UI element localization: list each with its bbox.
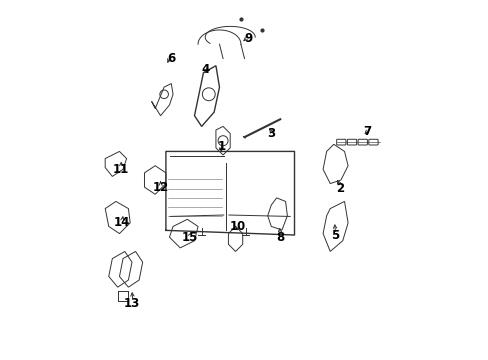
Text: 14: 14 — [114, 216, 130, 229]
Text: 6: 6 — [167, 52, 175, 65]
Text: 5: 5 — [331, 229, 339, 242]
Text: 12: 12 — [152, 181, 168, 194]
Text: 13: 13 — [123, 297, 140, 310]
Text: 1: 1 — [217, 140, 225, 153]
Text: 9: 9 — [244, 32, 252, 45]
Text: 10: 10 — [229, 220, 245, 233]
Text: 3: 3 — [266, 127, 275, 140]
Text: 2: 2 — [335, 183, 344, 195]
Text: 15: 15 — [182, 231, 198, 244]
Text: 8: 8 — [276, 231, 284, 244]
Text: 7: 7 — [363, 125, 371, 138]
Text: 4: 4 — [201, 63, 209, 76]
Text: 11: 11 — [113, 163, 129, 176]
